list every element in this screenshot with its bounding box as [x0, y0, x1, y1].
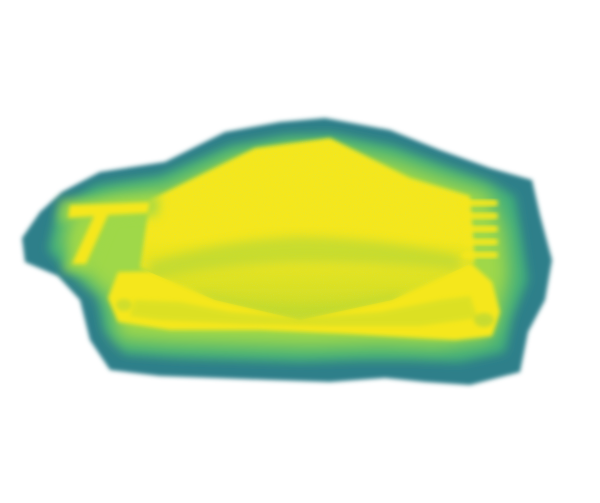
comb-pin [462, 226, 498, 232]
comb-pin [462, 252, 498, 258]
comb-pin [462, 239, 498, 245]
comb-pin [462, 213, 498, 219]
comb-pin [462, 200, 498, 206]
